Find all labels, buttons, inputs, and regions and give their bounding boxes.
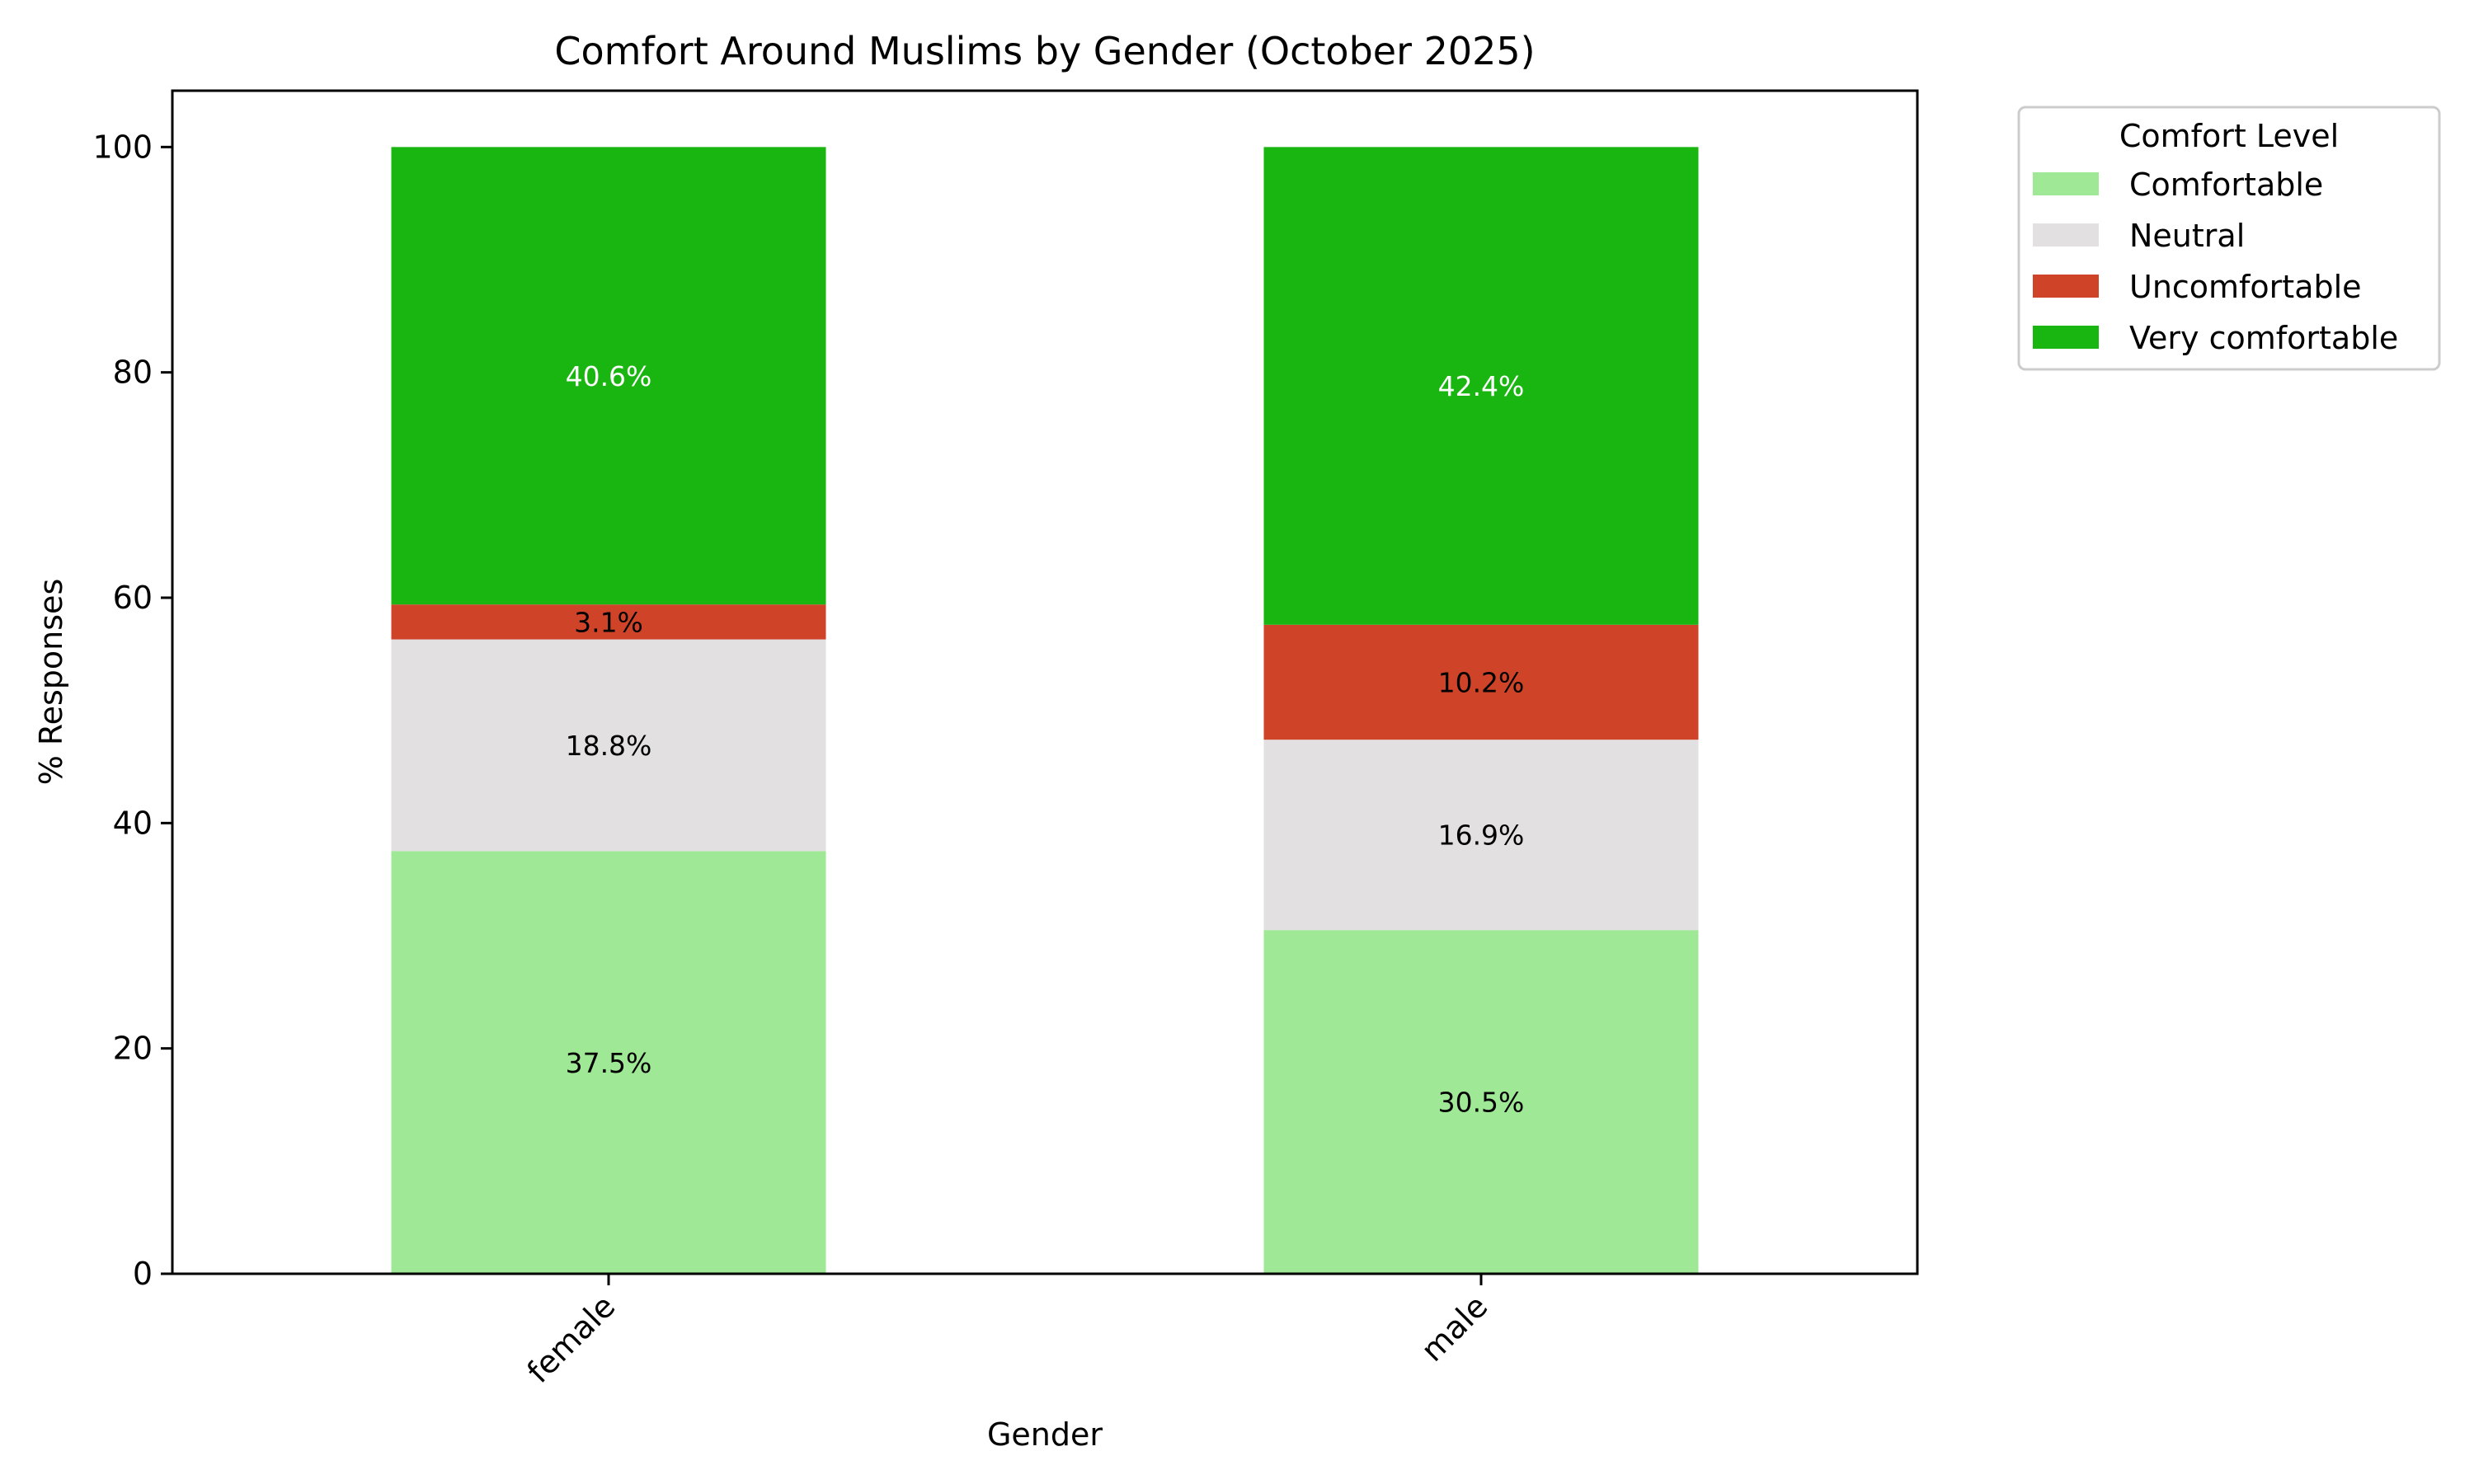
bar-female-uncomfortable	[391, 604, 826, 640]
y-axis-label: % Responses	[33, 579, 69, 786]
data-label-male-comfortable: 30.5%	[1438, 1087, 1525, 1119]
bar-male-comfortable	[1263, 930, 1699, 1274]
y-axis: 0 20 40 60 80 100	[92, 129, 172, 1292]
legend-swatch-neutral	[2033, 223, 2099, 247]
legend-title: Comfort Level	[2119, 118, 2339, 154]
data-label-female-neutral: 18.8%	[566, 730, 652, 762]
bar-female-comfortable	[391, 851, 826, 1274]
y-tick-label: 0	[133, 1256, 153, 1292]
legend-label-neutral: Neutral	[2129, 218, 2245, 254]
chart-title: Comfort Around Muslims by Gender (Octobe…	[554, 29, 1535, 73]
legend-swatch-uncomfortable	[2033, 275, 2099, 298]
data-label-male-neutral: 16.9%	[1438, 819, 1525, 852]
x-tick-label-male: male	[1414, 1288, 1495, 1369]
y-tick-label: 100	[92, 129, 153, 165]
y-tick-label: 20	[113, 1031, 153, 1067]
x-tick-label-female: female	[520, 1288, 623, 1390]
bar-male-neutral	[1263, 740, 1699, 931]
bar-female-neutral	[391, 639, 826, 852]
y-tick-label: 80	[113, 355, 153, 391]
legend-items: Comfortable Neutral Uncomfortable Very comf…	[2033, 167, 2398, 356]
legend-swatch-very-comfortable	[2033, 326, 2099, 349]
data-label-male-very-comfortable: 42.4%	[1438, 370, 1525, 402]
y-tick-label: 60	[113, 580, 153, 616]
legend-frame	[2017, 106, 2441, 371]
legend-swatch-comfortable	[2033, 172, 2099, 195]
data-label-female-uncomfortable: 3.1%	[574, 606, 643, 638]
bar-male-uncomfortable	[1263, 624, 1699, 740]
legend: Comfort Level Comfortable Neutral Uncomfor…	[2017, 106, 2441, 371]
x-axis-label: Gender	[987, 1416, 1103, 1453]
plot-frame	[171, 89, 1919, 1275]
data-label-female-comfortable: 37.5%	[566, 1047, 652, 1079]
bars-group: 37.5% 18.8% 3.1% 40.6% 30.5% 16.9% 10.2% 42.4%	[391, 147, 1699, 1274]
legend-label-very-comfortable: Very comfortable	[2129, 320, 2398, 356]
y-tick-label: 40	[113, 805, 153, 841]
legend-label-uncomfortable: Uncomfortable	[2129, 269, 2362, 305]
x-axis: female male	[520, 1274, 1495, 1390]
bar-male-very-comfortable	[1263, 147, 1699, 625]
bar-female-very-comfortable	[391, 147, 826, 605]
legend-label-comfortable: Comfortable	[2129, 167, 2323, 203]
data-label-male-uncomfortable: 10.2%	[1438, 667, 1525, 699]
data-label-female-very-comfortable: 40.6%	[566, 360, 652, 392]
